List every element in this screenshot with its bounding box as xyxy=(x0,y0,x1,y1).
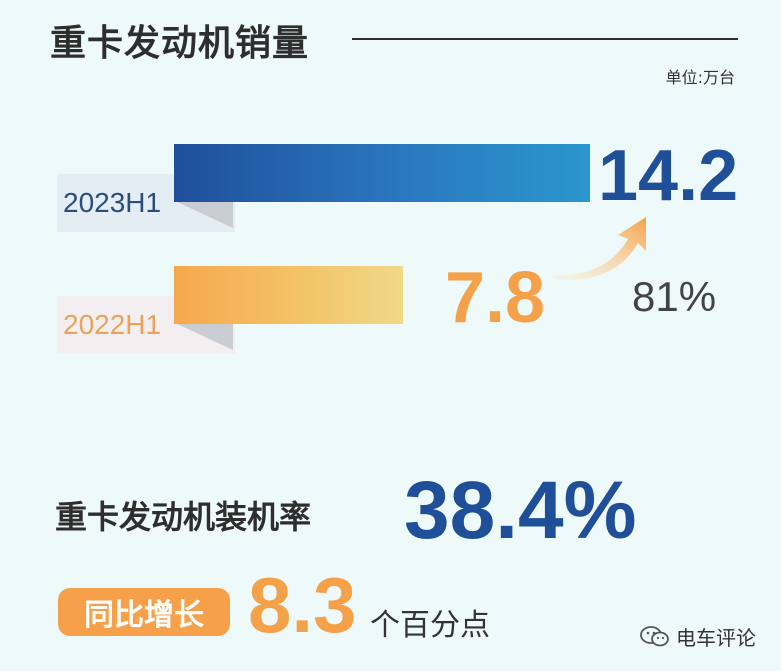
yoy-badge: 同比增长 xyxy=(58,588,230,636)
growth-arrow-icon xyxy=(554,217,646,280)
bar-2023h1 xyxy=(174,144,590,202)
yoy-value: 8.3 xyxy=(248,561,357,649)
chart-title: 重卡发动机销量 xyxy=(50,23,310,64)
title-divider xyxy=(352,38,738,40)
wechat-icon xyxy=(640,625,669,646)
watermark: 电车评论 xyxy=(640,622,756,651)
bar-fold-2022h1 xyxy=(173,322,233,350)
value-label-2022h1: 7.8 xyxy=(445,258,546,338)
install-rate-label: 重卡发动机装机率 xyxy=(55,498,312,536)
unit-label: 单位:万台 xyxy=(665,68,735,87)
install-rate-value: 38.4% xyxy=(404,465,637,556)
bar-fold-2023h1 xyxy=(173,200,233,228)
yoy-unit: 个百分点 xyxy=(370,608,490,643)
value-label-2023h1: 14.2 xyxy=(598,136,739,216)
bar-2022h1 xyxy=(174,266,403,324)
watermark-text: 电车评论 xyxy=(676,626,756,650)
growth-label: 81% xyxy=(632,273,717,320)
